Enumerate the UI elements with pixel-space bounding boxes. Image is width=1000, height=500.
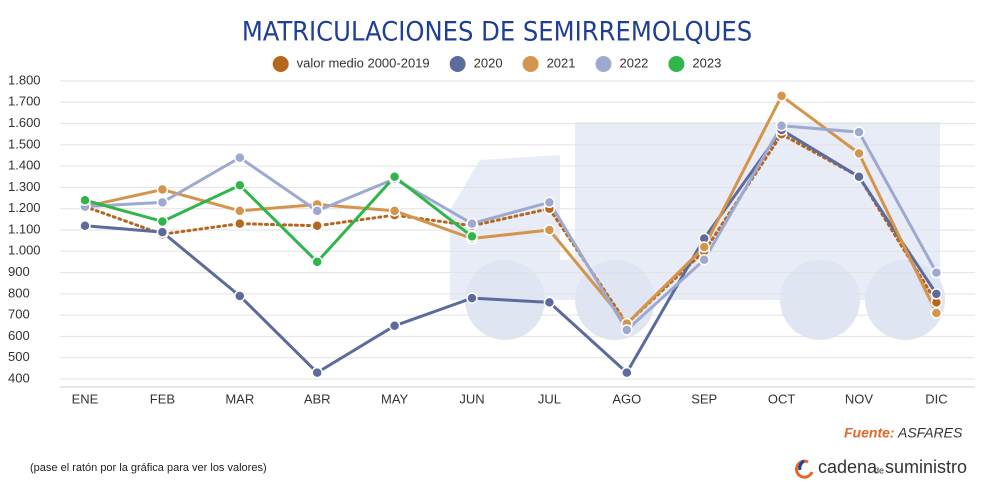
data-point (311, 219, 323, 232)
data-point (311, 366, 323, 379)
data-point (621, 324, 633, 336)
data-point (311, 205, 323, 217)
data-point (775, 119, 788, 132)
legend: valor medio 2000-2019 2020 2021 2022 2023 (272, 55, 721, 72)
x-tick-label: FEB (150, 391, 175, 406)
y-tick-label: 1.700 (8, 94, 41, 109)
x-tick-label: SEP (691, 391, 717, 406)
data-point (698, 241, 710, 253)
truck-watermark (450, 122, 945, 340)
data-point (466, 292, 478, 304)
logo-text: de (874, 465, 884, 475)
y-tick-label: 1.400 (8, 158, 41, 173)
series-line (83, 132, 938, 326)
legend-marker (272, 56, 289, 72)
data-point (79, 219, 91, 232)
legend-label: 2020 (474, 55, 503, 70)
y-tick-label: 1.200 (8, 200, 41, 215)
legend-marker (449, 56, 466, 72)
legend-label: valor medio 2000-2019 (297, 55, 430, 70)
legend-label: 2023 (692, 55, 721, 70)
x-tick-label: JUL (538, 391, 561, 406)
x-tick-label: OCT (768, 391, 796, 406)
y-tick-label: 800 (8, 285, 30, 300)
source-label: Fuente: (844, 425, 895, 441)
data-point (775, 90, 788, 102)
y-tick-label: 1.800 (8, 72, 41, 87)
legend-marker (595, 56, 612, 72)
data-point (930, 288, 943, 300)
x-tick-label: ENE (72, 391, 99, 406)
x-tick-label: AGO (612, 391, 641, 406)
y-tick-label: 1.500 (8, 136, 41, 151)
data-point (388, 171, 401, 183)
data-point (79, 194, 91, 206)
footnote: (pase el ratón por la gráfica para ver l… (30, 462, 267, 474)
y-tick-label: 500 (8, 349, 30, 364)
x-tick-label: MAY (381, 391, 409, 406)
series-line (84, 128, 938, 375)
data-point (156, 215, 169, 228)
series-line (84, 175, 473, 264)
data-point (543, 196, 556, 209)
logo-text: suministro (885, 457, 967, 477)
data-point (853, 126, 865, 138)
data-point (234, 179, 246, 192)
logo-text: cadena (818, 457, 878, 477)
data-point (466, 230, 478, 243)
data-point (853, 147, 865, 160)
data-point (311, 256, 323, 268)
x-tick-label: ABR (304, 391, 331, 406)
data-point (234, 205, 246, 217)
x-tick-label: JUN (459, 391, 484, 406)
data-point (234, 217, 246, 230)
data-point (156, 226, 169, 238)
data-point (698, 254, 710, 266)
y-tick-label: 1.000 (8, 243, 41, 258)
source-name: ASFARES (897, 425, 963, 441)
series-line (84, 124, 938, 332)
y-tick-label: 400 (8, 370, 30, 385)
data-point (543, 296, 556, 309)
data-point (234, 290, 246, 302)
data-point (388, 320, 401, 332)
plot-area: 400 500 600 700 800 900 1.000 1.100 1.200 1.300 1.… (8, 72, 975, 406)
data-point (156, 196, 169, 209)
data-point (156, 183, 169, 196)
data-point (234, 151, 246, 164)
logo: cadena de suministro (795, 457, 967, 479)
data-point (621, 366, 633, 379)
data-point (466, 217, 478, 230)
data-point (930, 307, 943, 319)
data-point (543, 224, 556, 236)
legend-marker (668, 56, 685, 72)
legend-label: 2022 (619, 55, 648, 70)
y-tick-label: 1.100 (8, 221, 41, 236)
y-tick-label: 1.300 (8, 179, 41, 194)
series-line (84, 94, 938, 326)
data-point (853, 171, 865, 183)
x-tick-label: MAR (225, 391, 254, 406)
y-tick-label: 900 (8, 264, 30, 279)
data-point (930, 266, 943, 279)
y-tick-label: 1.600 (8, 115, 41, 130)
y-tick-label: 600 (8, 328, 30, 343)
data-point (388, 205, 401, 217)
x-tick-label: DIC (925, 391, 947, 406)
y-tick-label: 700 (8, 307, 30, 322)
x-tick-label: NOV (845, 391, 874, 406)
chart-title: MATRICULACIONES DE SEMIRREMOLQUES (242, 17, 752, 48)
legend-marker (522, 56, 539, 72)
legend-label: 2021 (547, 55, 576, 70)
